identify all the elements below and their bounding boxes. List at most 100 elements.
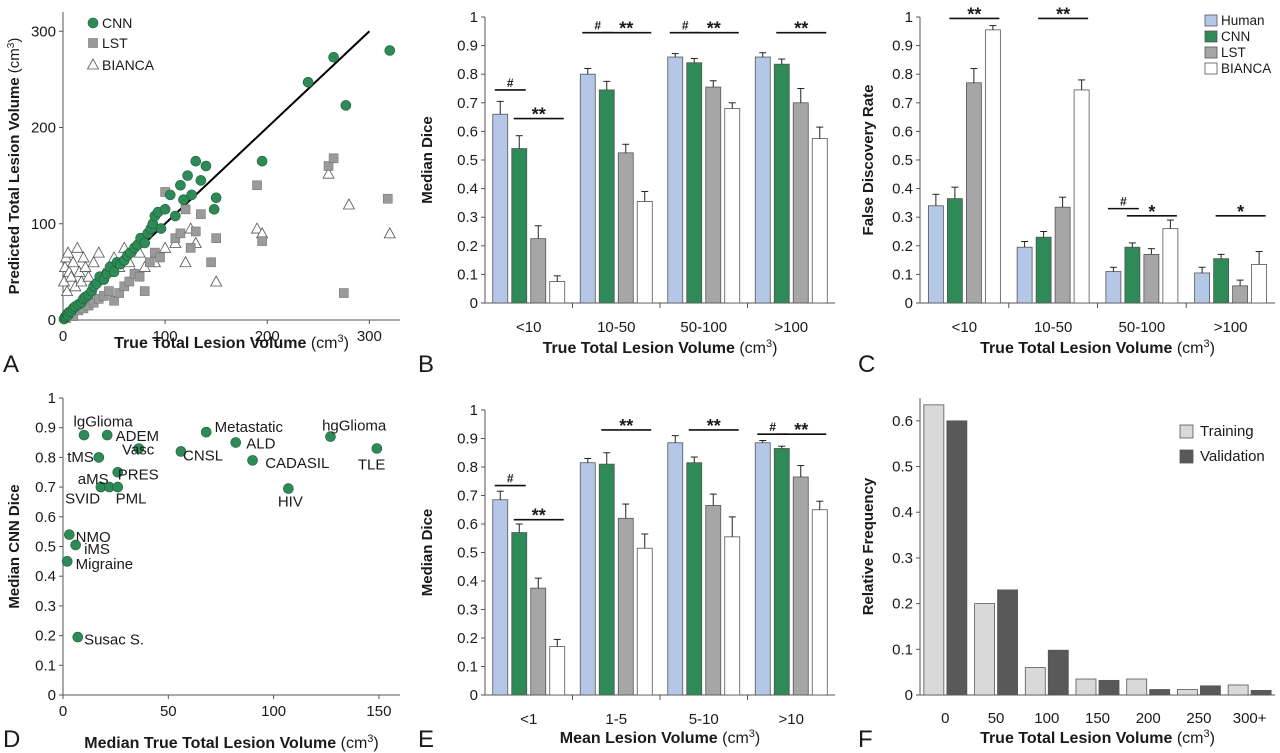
y-tick-label: 0.1 (457, 266, 478, 283)
bar-lst (1054, 206, 1071, 304)
category-label: <1 (520, 711, 537, 728)
legend-label: LST (102, 35, 128, 51)
x-tick-label: 150 (366, 703, 391, 720)
y-tick-label: 100 (31, 216, 56, 233)
category-label: 100 (1034, 710, 1059, 727)
lst-point (104, 286, 114, 296)
y-tick-label: 0.2 (457, 238, 478, 255)
category-label: 50-100 (680, 319, 727, 336)
lst-point (206, 257, 216, 268)
category-label: >10 (779, 711, 804, 728)
bar-human (927, 205, 944, 304)
bar-validation (1047, 649, 1069, 696)
panel-letter-e: E (418, 726, 434, 753)
x-axis-title: Mean Lesion Volume (cm3) (560, 728, 761, 747)
bianca-point (71, 241, 84, 253)
bar-bianca (1162, 228, 1179, 304)
y-tick-label: 0.1 (892, 266, 913, 283)
x-tick-label: 300 (357, 328, 382, 345)
y-tick-label: 0 (905, 295, 913, 312)
bar-cnn (686, 462, 703, 696)
y-tick-label: 0.6 (457, 516, 478, 533)
cnn-point (200, 160, 212, 172)
disease-point (78, 429, 90, 441)
y-tick-label: 0.2 (457, 630, 478, 647)
legend-swatch (1204, 62, 1218, 75)
bar-lst (617, 152, 634, 304)
disease-label: ADEM (116, 428, 159, 445)
y-tick-label: 0.3 (35, 598, 56, 615)
disease-point (70, 539, 81, 551)
legend-label: Validation (1200, 448, 1265, 465)
legend-swatch (1204, 14, 1218, 27)
cnn-point (108, 266, 120, 278)
lst-point (114, 288, 124, 298)
x-tick-label: 50 (160, 703, 177, 720)
bar-validation (1149, 689, 1171, 696)
y-tick-label: 0.2 (892, 238, 913, 255)
disease-point (101, 429, 113, 441)
y-tick-label: 0.5 (35, 539, 56, 556)
disease-point (72, 631, 84, 643)
y-tick-label: 0.4 (35, 568, 56, 585)
category-label: 5-10 (689, 711, 719, 728)
category-label: <10 (516, 319, 541, 336)
panel-letters: A B C D E F (3, 351, 875, 753)
y-tick-label: 0.5 (892, 459, 913, 476)
y-tick-label: 0.8 (457, 459, 478, 476)
bar-cnn (511, 532, 528, 696)
bar-bianca (549, 646, 566, 696)
category-label: 250 (1186, 710, 1211, 727)
x-tick-label: 200 (255, 328, 280, 345)
bar-cnn (598, 463, 615, 696)
y-tick-label: 0.2 (892, 596, 913, 613)
y-tick-label: 0.9 (35, 420, 56, 437)
bar-bianca (724, 108, 741, 304)
bar-lst (530, 238, 547, 304)
bianca-point (92, 246, 105, 258)
bianca-point (87, 255, 100, 268)
bar-bianca (1073, 89, 1090, 304)
lst-point (382, 193, 393, 204)
y-tick-label: 0.4 (457, 573, 478, 590)
y-tick-label: 0.4 (457, 181, 478, 198)
bar-human (667, 56, 684, 304)
bar-human (579, 462, 596, 696)
cnn-point (195, 175, 207, 186)
lst-point (170, 233, 181, 243)
category-label: 10-50 (597, 319, 635, 336)
significance-mark: # (1120, 195, 1127, 209)
bianca-point (342, 198, 356, 210)
y-axis-title: Median CNN Dice (6, 484, 23, 608)
y-tick-label: 300 (31, 23, 56, 40)
significance-mark: # (507, 76, 514, 90)
bar-human (492, 499, 509, 696)
disease-point (93, 452, 105, 463)
bar-human (579, 73, 596, 304)
bianca-point (77, 251, 90, 263)
legend-label: LST (1221, 45, 1246, 60)
disease-label: CADASIL (265, 455, 329, 472)
significance-mark: # (507, 472, 514, 486)
disease-point (61, 556, 73, 567)
cnn-point (210, 192, 222, 204)
category-label: 300+ (1233, 710, 1267, 727)
legend-label: BIANCA (1221, 61, 1271, 76)
bianca-point (158, 241, 172, 253)
lst-point (99, 291, 109, 301)
significance-mark: ** (1056, 4, 1070, 24)
legend-lst-marker (88, 38, 98, 48)
y-tick-label: 0.3 (892, 209, 913, 226)
x-tick-label: 100 (261, 703, 286, 720)
x-axis-title: True Total Lesion Volume (cm3) (114, 333, 349, 352)
significance-mark: ** (619, 416, 633, 436)
disease-label: HIV (278, 493, 303, 510)
lst-point (190, 226, 201, 237)
bar-cnn (1213, 258, 1230, 304)
bar-human (1194, 272, 1211, 304)
bar-lst (1232, 285, 1249, 304)
disease-point (112, 466, 124, 478)
x-tick-label: 100 (153, 328, 178, 345)
bar-human (667, 442, 684, 696)
legend-label: Training (1200, 423, 1254, 440)
